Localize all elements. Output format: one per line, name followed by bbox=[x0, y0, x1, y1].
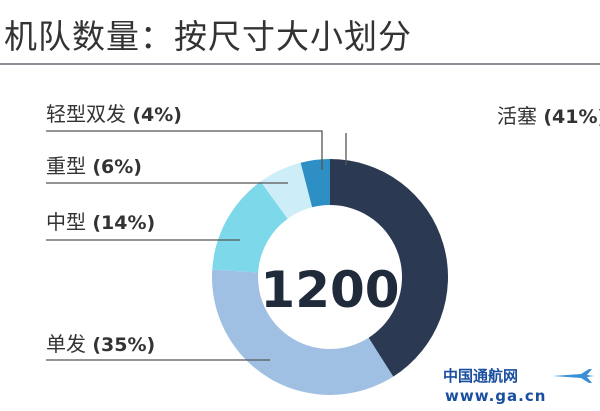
slice-label-percent: (14%) bbox=[92, 212, 155, 234]
slice-label-percent: (41%) bbox=[543, 106, 600, 128]
slice-label-name: 重型 bbox=[46, 154, 92, 178]
title-divider bbox=[0, 63, 600, 65]
donut-slice bbox=[212, 269, 394, 395]
donut-slice bbox=[300, 159, 330, 208]
slice-label-percent: (6%) bbox=[92, 156, 142, 178]
slice-label-percent: (35%) bbox=[92, 334, 155, 356]
watermark-url: www.ga.cn bbox=[445, 387, 547, 405]
donut-slices bbox=[212, 159, 449, 395]
airplane-icon bbox=[553, 369, 594, 383]
slice-label-percent: (4%) bbox=[132, 104, 182, 126]
slice-label: 轻型双发 (4%) bbox=[46, 102, 182, 126]
slice-label: 中型 (14%) bbox=[46, 210, 155, 234]
slice-label: 活塞 (41%) bbox=[497, 104, 600, 128]
center-total: 1200 bbox=[260, 261, 399, 319]
slice-label-name: 单发 bbox=[46, 332, 92, 356]
donut-slice bbox=[330, 159, 449, 377]
slice-label-name: 中型 bbox=[46, 210, 92, 234]
watermark-name: 中国通航网 bbox=[443, 367, 519, 385]
slice-labels: 活塞 (41%) 单发 (35%) 中型 (14%) 重型 (6%) 轻型双发 (4%) bbox=[46, 102, 600, 356]
donut-slice bbox=[260, 162, 313, 219]
leader-line bbox=[46, 130, 323, 170]
slice-label: 单发 (35%) bbox=[46, 332, 155, 356]
slice-label-name: 活塞 bbox=[497, 104, 543, 128]
slice-label-name: 轻型双发 bbox=[46, 102, 132, 126]
donut-slice bbox=[212, 181, 288, 273]
slice-label: 重型 (6%) bbox=[46, 154, 142, 178]
site-watermark: 中国通航网 www.ga.cn bbox=[443, 365, 598, 409]
leader-lines bbox=[46, 130, 347, 361]
chart-title: 机队数量：按尺寸大小划分 bbox=[4, 17, 412, 56]
